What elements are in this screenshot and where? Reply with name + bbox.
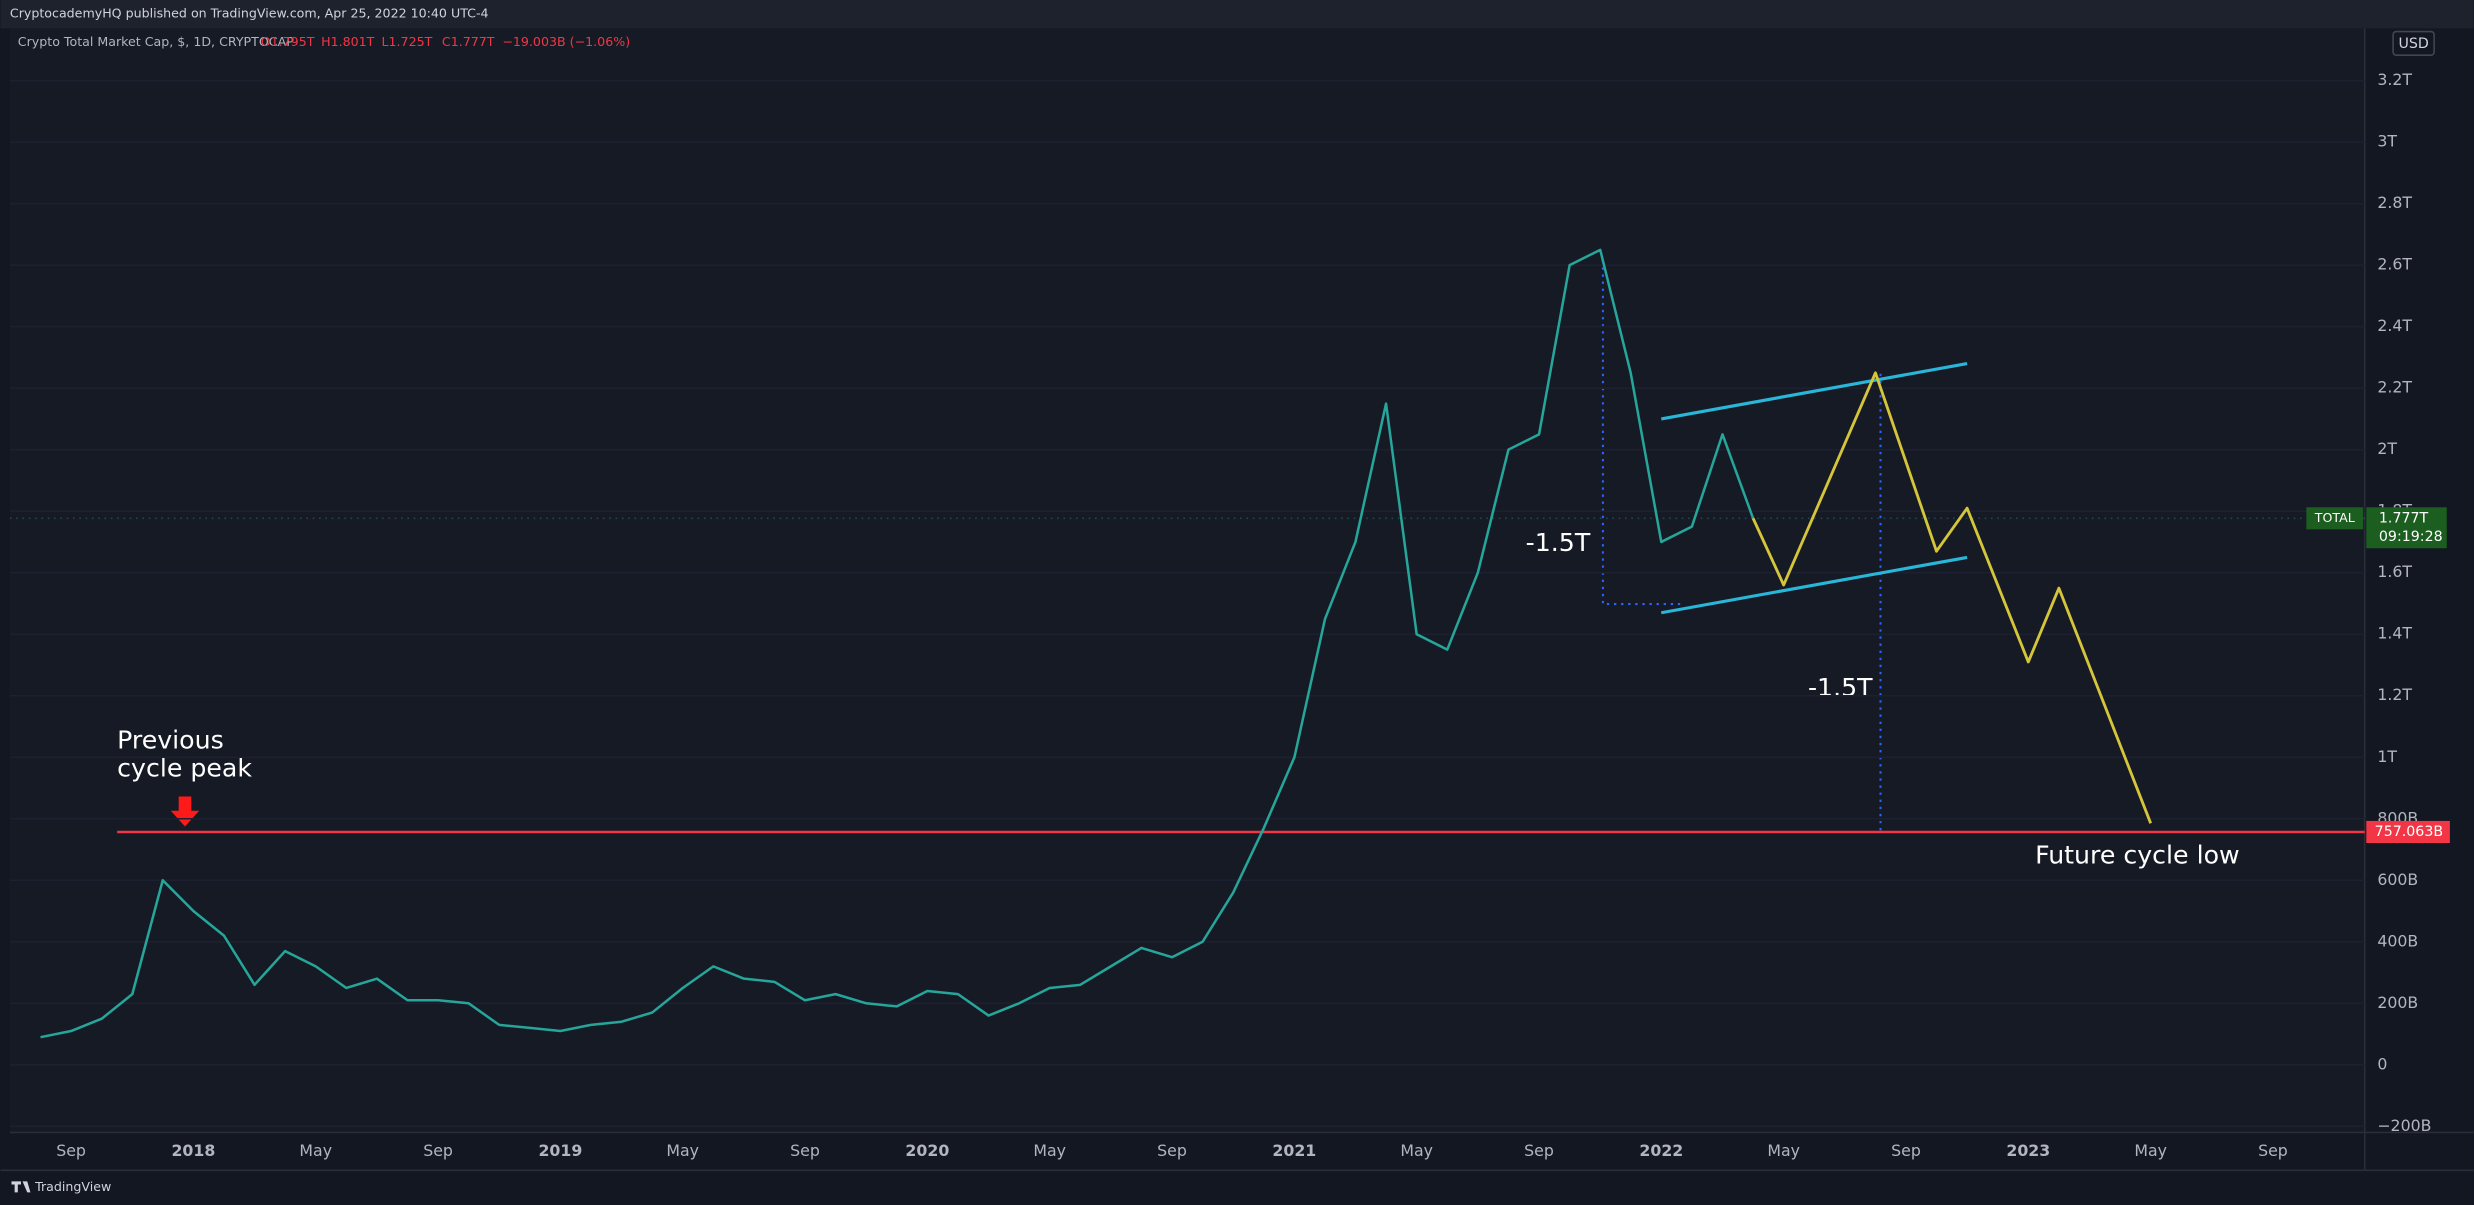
plot-area <box>9 28 2365 1133</box>
x-tick-label: May <box>1767 1141 1800 1160</box>
symbol-label: TOTAL <box>2314 510 2355 525</box>
x-tick-label: May <box>1033 1141 1066 1160</box>
y-tick-label: 400B <box>2377 931 2418 950</box>
y-tick-label: −200B <box>2377 1116 2431 1135</box>
y-tick-label: 2.2T <box>2377 378 2412 397</box>
ohlc-value: O1.795T <box>261 34 315 49</box>
x-tick-label: 2023 <box>2006 1141 2050 1160</box>
x-tick-label: 2021 <box>1272 1141 1316 1160</box>
x-tick-label: Sep <box>423 1141 453 1160</box>
peak-arrow <box>170 796 200 827</box>
x-tick-label: 2018 <box>171 1141 215 1160</box>
x-tick-label: May <box>2134 1141 2167 1160</box>
annotation: -1.5T <box>1526 528 1591 557</box>
ohlc-value: C1.777T <box>442 34 495 49</box>
x-tick-label: Sep <box>1891 1141 1921 1160</box>
projection-line <box>1751 371 2153 824</box>
ohlc-value: −19.003B (−1.06%) <box>502 34 630 49</box>
x-tick-label: Sep <box>1157 1141 1187 1160</box>
y-tick-label: 1.6T <box>2377 562 2412 581</box>
y-tick-label: 2.8T <box>2377 193 2412 212</box>
publisher: CryptocademyHQ published on TradingView.… <box>10 6 489 21</box>
annotation: Previous cycle peak <box>117 725 252 782</box>
y-tick-label: 1.2T <box>2377 685 2412 704</box>
x-tick-label: Sep <box>56 1141 86 1160</box>
y-tick-label: 1T <box>2377 747 2397 766</box>
level-label: 757.063B <box>2375 824 2443 840</box>
x-tick-label: Sep <box>790 1141 820 1160</box>
last-badge <box>2366 507 2447 549</box>
y-tick-label: 1.4T <box>2377 624 2412 643</box>
y-tick-label: 2.4T <box>2377 316 2412 335</box>
footer-brand: TradingView <box>34 1179 111 1194</box>
channel-line <box>1660 555 1968 615</box>
symbol: Crypto Total Market Cap, $, 1D, CRYPTOCA… <box>18 34 294 49</box>
tv-logo <box>11 1181 31 1193</box>
x-tick-label: 2022 <box>1639 1141 1683 1160</box>
y-tick-label: 2.6T <box>2377 255 2412 274</box>
channel-line <box>1660 361 1968 421</box>
legend: Crypto Total Market Cap, $, 1D, CRYPTOCA… <box>18 34 630 49</box>
header-bar <box>0 0 2474 29</box>
annotation: -1.5T <box>1808 673 1873 702</box>
currency[interactable]: USD <box>2398 36 2428 52</box>
x-tick-label: 2019 <box>538 1141 582 1160</box>
x-tick-label: May <box>666 1141 699 1160</box>
x-tick-label: Sep <box>2258 1141 2288 1160</box>
x-tick-label: 2020 <box>905 1141 949 1160</box>
y-tick-label: 600B <box>2377 870 2418 889</box>
y-tick-label: 3T <box>2377 132 2397 151</box>
countdown: 09:19:28 <box>2379 529 2443 545</box>
annotation: Future cycle low <box>2035 840 2240 869</box>
currency-button[interactable] <box>2392 30 2435 56</box>
x-tick-label: Sep <box>1524 1141 1554 1160</box>
symbol-badge <box>2306 507 2364 530</box>
x-tick-label: May <box>1400 1141 1433 1160</box>
y-tick-label: 200B <box>2377 993 2418 1012</box>
price-line <box>40 248 1755 1039</box>
ohlc-value: L1.725T <box>382 34 433 49</box>
measure-guide <box>1601 260 1681 606</box>
y-tick-label: 2T <box>2377 439 2397 458</box>
x-tick-label: May <box>299 1141 332 1160</box>
y-tick-label: 0 <box>2377 1054 2387 1073</box>
ohlc-value: H1.801T <box>321 34 375 49</box>
y-tick-label: 3.2T <box>2377 70 2412 89</box>
last-label: 1.777T <box>2379 510 2429 526</box>
level-badge <box>2366 820 2450 844</box>
